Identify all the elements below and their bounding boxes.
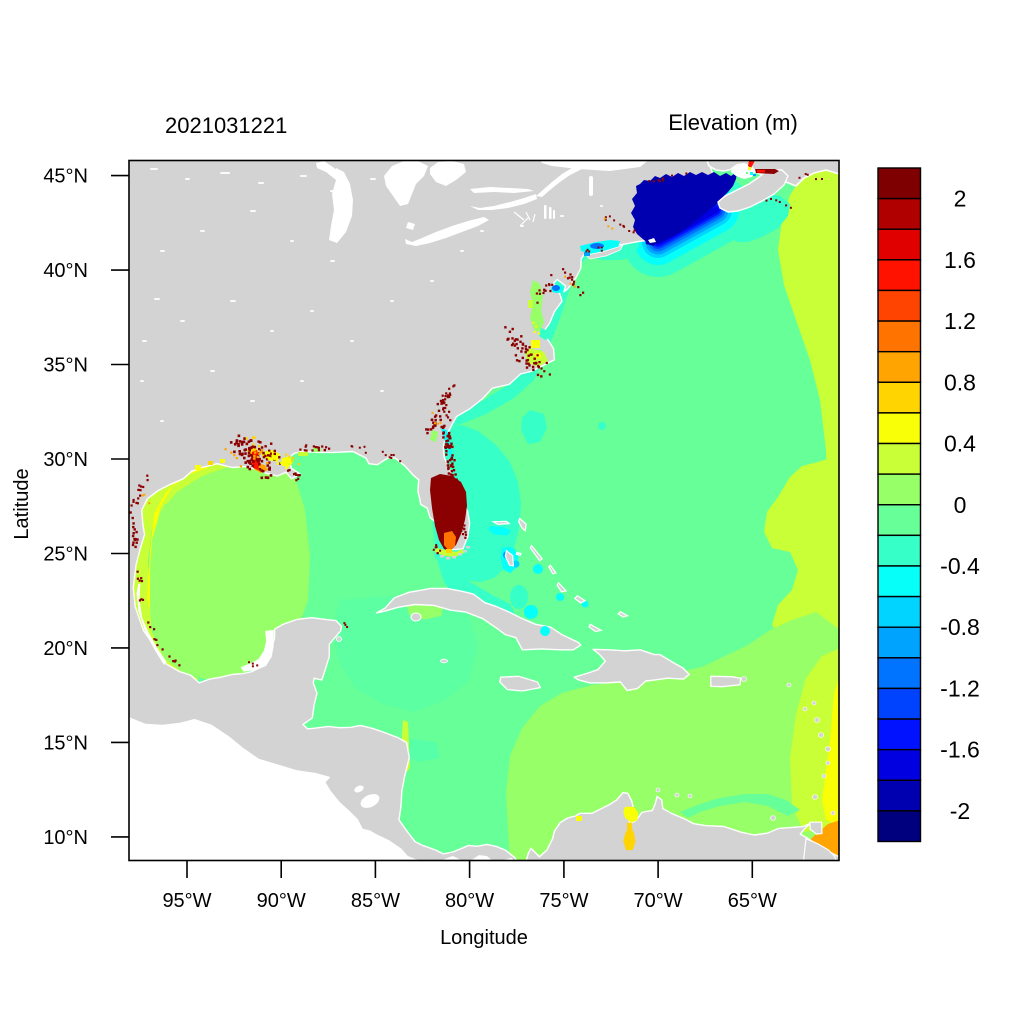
svg-text:15°N: 15°N [43,732,88,754]
svg-text:-0.4: -0.4 [940,553,980,579]
svg-text:25°N: 25°N [43,544,88,566]
svg-text:-1.2: -1.2 [940,675,980,701]
svg-text:20°N: 20°N [43,638,88,660]
svg-text:0: 0 [954,492,967,518]
svg-text:1.6: 1.6 [944,247,976,273]
svg-text:0.4: 0.4 [944,431,976,457]
svg-text:95°W: 95°W [162,890,211,912]
svg-text:2: 2 [954,186,967,212]
svg-text:-1.6: -1.6 [940,737,980,763]
svg-text:75°W: 75°W [539,890,588,912]
svg-text:-2: -2 [950,798,970,824]
svg-text:90°W: 90°W [257,890,306,912]
svg-text:Latitude: Latitude [11,468,33,539]
svg-text:85°W: 85°W [351,890,400,912]
svg-text:Longitude: Longitude [440,927,528,949]
svg-text:0.8: 0.8 [944,369,976,395]
svg-text:80°W: 80°W [445,890,494,912]
svg-text:65°W: 65°W [728,890,777,912]
svg-text:Elevation (m): Elevation (m) [668,110,798,135]
svg-text:70°W: 70°W [634,890,683,912]
svg-text:35°N: 35°N [43,355,88,377]
svg-text:30°N: 30°N [43,449,88,471]
svg-text:-0.8: -0.8 [940,614,980,640]
svg-text:10°N: 10°N [43,827,88,849]
svg-text:2021031221: 2021031221 [165,113,287,138]
svg-text:40°N: 40°N [43,260,88,282]
svg-text:1.2: 1.2 [944,308,976,334]
svg-text:45°N: 45°N [43,166,88,188]
